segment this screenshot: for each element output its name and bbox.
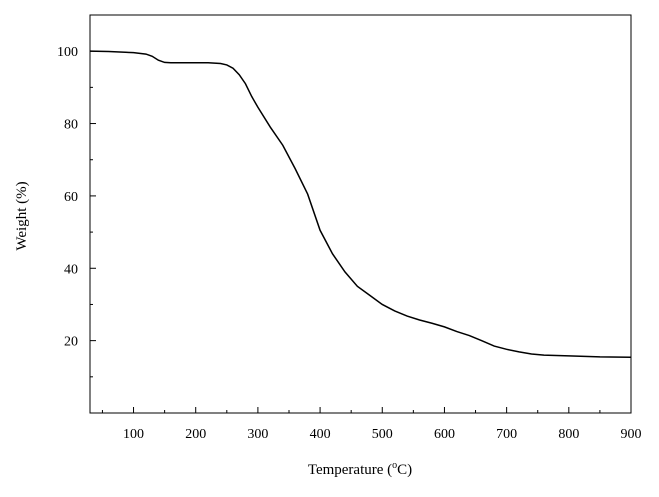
x-axis-label-unit: C) xyxy=(397,462,412,478)
y-tick-label: 40 xyxy=(64,262,78,277)
x-tick-label: 500 xyxy=(372,427,393,442)
plot-area-frame xyxy=(89,14,632,414)
y-tick-label: 80 xyxy=(64,118,78,133)
x-tick-label: 200 xyxy=(185,427,206,442)
x-tick-label: 800 xyxy=(558,427,579,442)
x-tick-label: 700 xyxy=(496,427,517,442)
x-axis-label-superscript: o xyxy=(392,460,397,471)
y-tick-label: 100 xyxy=(57,45,78,60)
weight-curve xyxy=(89,50,632,359)
y-axis-ticks: 20 40 60 80 100 xyxy=(57,45,96,378)
y-tick-label: 20 xyxy=(64,335,78,350)
x-axis-label-text: Temperature ( xyxy=(308,462,392,478)
x-tick-label: 900 xyxy=(621,427,642,442)
x-tick-label: 400 xyxy=(310,427,331,442)
y-tick-label: 60 xyxy=(64,190,78,205)
x-tick-label: 300 xyxy=(247,427,268,442)
y-axis-label: Weight (%) xyxy=(14,181,30,250)
x-tick-label: 100 xyxy=(123,427,144,442)
x-axis-label: Temperature (oC) xyxy=(308,460,412,478)
x-axis-ticks: 100 200 300 400 500 600 700 800 900 xyxy=(101,407,642,442)
x-tick-label: 600 xyxy=(434,427,455,442)
